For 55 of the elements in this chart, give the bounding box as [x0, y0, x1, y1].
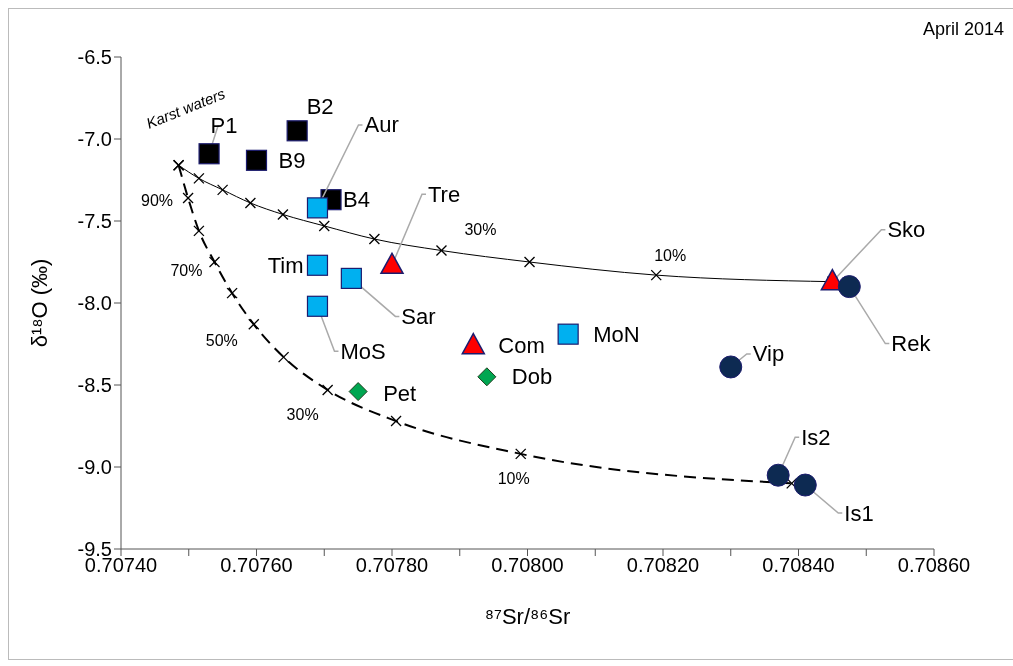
series-label: Sar	[401, 303, 436, 329]
series-label: Tim	[267, 252, 304, 278]
point	[306, 254, 329, 276]
annotation: 30%	[286, 406, 319, 424]
text: Aur	[364, 112, 399, 138]
point	[306, 197, 329, 219]
point	[793, 473, 817, 497]
point	[198, 143, 220, 165]
x-tick-label: 0.70760	[220, 554, 293, 577]
point	[557, 323, 579, 345]
point	[837, 275, 861, 299]
text: Sko	[887, 217, 926, 243]
text: Tre	[428, 181, 461, 207]
point	[719, 355, 743, 379]
y-tick-label: -7.5	[77, 210, 112, 233]
y-tick-label: -6.5	[77, 46, 112, 69]
text: Rek	[891, 331, 932, 357]
y-axis-title: δ¹⁸O (‰)	[26, 258, 52, 348]
y-tick-label: -8.0	[77, 292, 112, 315]
series-label: Is2	[801, 424, 831, 450]
annotation: 50%	[205, 331, 238, 349]
series-label: Pet	[383, 381, 417, 407]
series-label: B4	[343, 187, 370, 213]
series-label: Vip	[752, 341, 785, 367]
x-axis-title: ⁸⁷Sr/⁸⁶Sr	[484, 604, 571, 629]
point	[477, 367, 497, 387]
series-label: MoS	[340, 338, 386, 364]
series-label: P1	[210, 113, 238, 139]
y-tick-label: -9.0	[77, 456, 112, 479]
y-tick-label: -8.5	[77, 374, 112, 397]
x-tick-label: 0.70840	[762, 554, 835, 577]
annotation: 90%	[141, 191, 174, 209]
annotation: 30%	[464, 221, 497, 239]
series-label: Com	[498, 333, 545, 359]
series-label: B9	[278, 147, 306, 173]
x-tick-label: 0.70800	[491, 554, 564, 577]
x-tick-label: 0.70780	[355, 554, 429, 577]
point	[766, 463, 790, 487]
annotation: 70%	[170, 261, 203, 279]
point	[306, 295, 329, 317]
x-tick-label: 0.70860	[897, 554, 971, 577]
series-label: B2	[306, 94, 334, 120]
text: April 2014	[922, 19, 1004, 40]
point	[340, 267, 362, 289]
x-tick-label: 0.70820	[626, 554, 700, 577]
y-tick-label: -7.0	[77, 128, 112, 151]
point	[245, 149, 268, 171]
series-label: Dob	[511, 364, 553, 390]
point	[380, 252, 404, 275]
annotation: 10%	[497, 470, 530, 488]
series-label: Is1	[844, 500, 874, 526]
series-label: MoN	[593, 321, 640, 347]
annotation: 10%	[654, 246, 687, 264]
point	[286, 120, 308, 142]
point	[348, 382, 368, 402]
